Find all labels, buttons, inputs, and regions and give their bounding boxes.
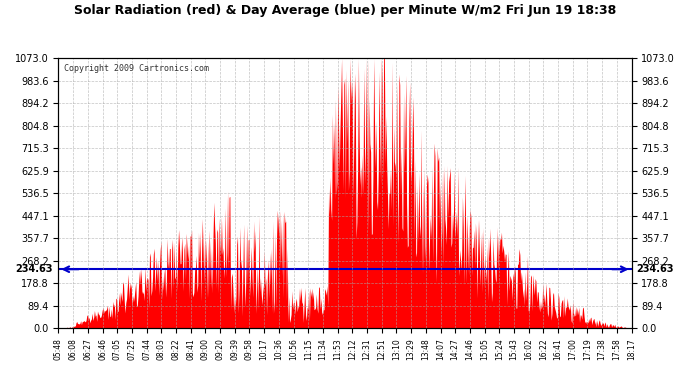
Text: Solar Radiation (red) & Day Average (blue) per Minute W/m2 Fri Jun 19 18:38: Solar Radiation (red) & Day Average (blu… [74,4,616,17]
Text: 234.63: 234.63 [15,264,52,274]
Text: Copyright 2009 Cartronics.com: Copyright 2009 Cartronics.com [64,64,209,73]
Text: 234.63: 234.63 [636,264,673,274]
